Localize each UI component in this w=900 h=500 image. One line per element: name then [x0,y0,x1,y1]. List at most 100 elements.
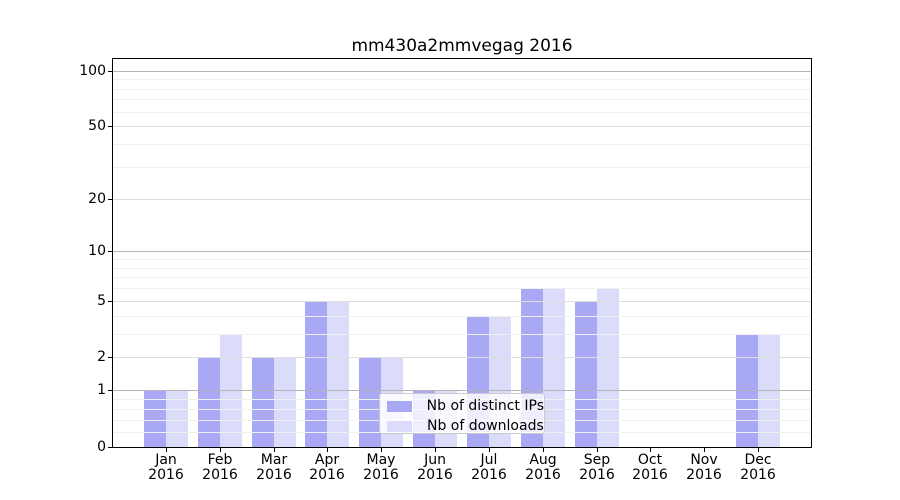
y-tick-label: 100 [79,63,106,79]
x-tick-label-month: Jan [155,452,177,468]
gridline-minor [113,79,811,80]
x-tick-label-year: 2016 [417,467,453,483]
legend-item-downloads: Nb of downloads [387,418,544,434]
x-tick-label-year: 2016 [256,467,292,483]
x-tick-label-year: 2016 [363,467,399,483]
plot-border [112,58,812,448]
gridline-major [113,71,811,72]
gridline-minor [113,112,811,113]
x-tick-label-year: 2016 [471,467,507,483]
gridline-major [113,251,811,252]
gridline-major [113,357,811,358]
y-tick-label: 0 [97,439,106,455]
x-tick-label: Jan 2016 [126,453,206,483]
legend-label-distinct-ips: Nb of distinct IPs [426,398,544,414]
gridline-minor [113,167,811,168]
bar-downloads-aug [542,288,565,447]
gridline-minor [113,89,811,90]
x-tick-label: Feb 2016 [180,453,260,483]
y-tick [108,447,112,448]
gridline-minor [113,334,811,335]
x-tick-label-month: Nov [690,452,718,468]
x-tick [435,448,436,452]
y-tick [108,390,112,391]
legend-item-distinct-ips: Nb of distinct IPs [387,398,544,414]
x-tick-label: May 2016 [341,453,421,483]
bar-ips-may [359,357,382,447]
bar-downloads-sep [596,288,619,447]
legend: Nb of distinct IPs Nb of downloads [379,393,545,434]
y-tick-label: 1 [97,382,106,398]
x-tick-label: Oct 2016 [610,453,690,483]
x-tick-label-month: Oct [637,452,663,468]
y-tick [108,301,112,302]
x-tick-label: Jul 2016 [449,453,529,483]
x-tick [220,448,221,452]
x-tick-label-month: May [366,452,396,468]
x-tick [274,448,275,452]
gridline-minor [113,268,811,269]
y-tick-label: 2 [97,349,106,365]
x-tick-label: Aug 2016 [503,453,583,483]
gridline-minor [113,99,811,100]
y-tick-label: 5 [97,293,106,309]
bar-ips-mar [251,357,274,447]
y-tick [108,251,112,252]
y-tick [108,357,112,358]
legend-swatch-distinct-ips [387,400,412,412]
x-tick-label-year: 2016 [525,467,561,483]
gridline-minor [113,288,811,289]
gridline-major [113,390,811,391]
y-tick [108,71,112,72]
x-tick-label-month: Aug [529,452,557,468]
x-tick-label: Dec 2016 [718,453,798,483]
x-tick-label-month: Jun [424,452,446,468]
gridline-major [113,301,811,302]
y-tick [108,126,112,127]
y-tick [108,199,112,200]
bar-downloads-mar [273,357,296,447]
x-tick [597,448,598,452]
x-tick-label-month: Dec [744,452,772,468]
gridline-major [113,199,811,200]
y-tick-label: 20 [88,191,106,207]
bar-downloads-apr [327,300,350,447]
x-tick-label-year: 2016 [686,467,722,483]
x-tick [650,448,651,452]
y-tick-label: 50 [88,118,106,134]
x-tick [327,448,328,452]
legend-label-downloads: Nb of downloads [427,418,544,434]
legend-swatch-downloads [387,420,412,432]
x-tick [489,448,490,452]
gridline-minor [113,316,811,317]
chart-title: mm430a2mmvegag 2016 [351,36,573,56]
gridline-minor [113,277,811,278]
x-tick-label-year: 2016 [740,467,776,483]
x-tick [543,448,544,452]
x-tick-label-year: 2016 [148,467,184,483]
x-tick-label-month: Feb [207,452,233,468]
x-tick-label: Jun 2016 [395,453,475,483]
x-tick-label: Mar 2016 [234,453,314,483]
x-tick-label-year: 2016 [579,467,615,483]
x-tick [166,448,167,452]
x-tick-label-year: 2016 [632,467,668,483]
x-tick [704,448,705,452]
bar-ips-apr [305,300,328,447]
bar-ips-feb [197,357,220,447]
x-tick-label-month: Jul [480,452,498,468]
gridline-minor [113,144,811,145]
x-tick-label: Sep 2016 [557,453,637,483]
gridline-minor [113,259,811,260]
x-tick-label-month: Mar [260,452,288,468]
gridline-major [113,126,811,127]
x-tick-label-month: Apr [314,452,340,468]
x-tick-label: Apr 2016 [287,453,367,483]
x-tick [758,448,759,452]
x-tick-label-month: Sep [583,452,611,468]
